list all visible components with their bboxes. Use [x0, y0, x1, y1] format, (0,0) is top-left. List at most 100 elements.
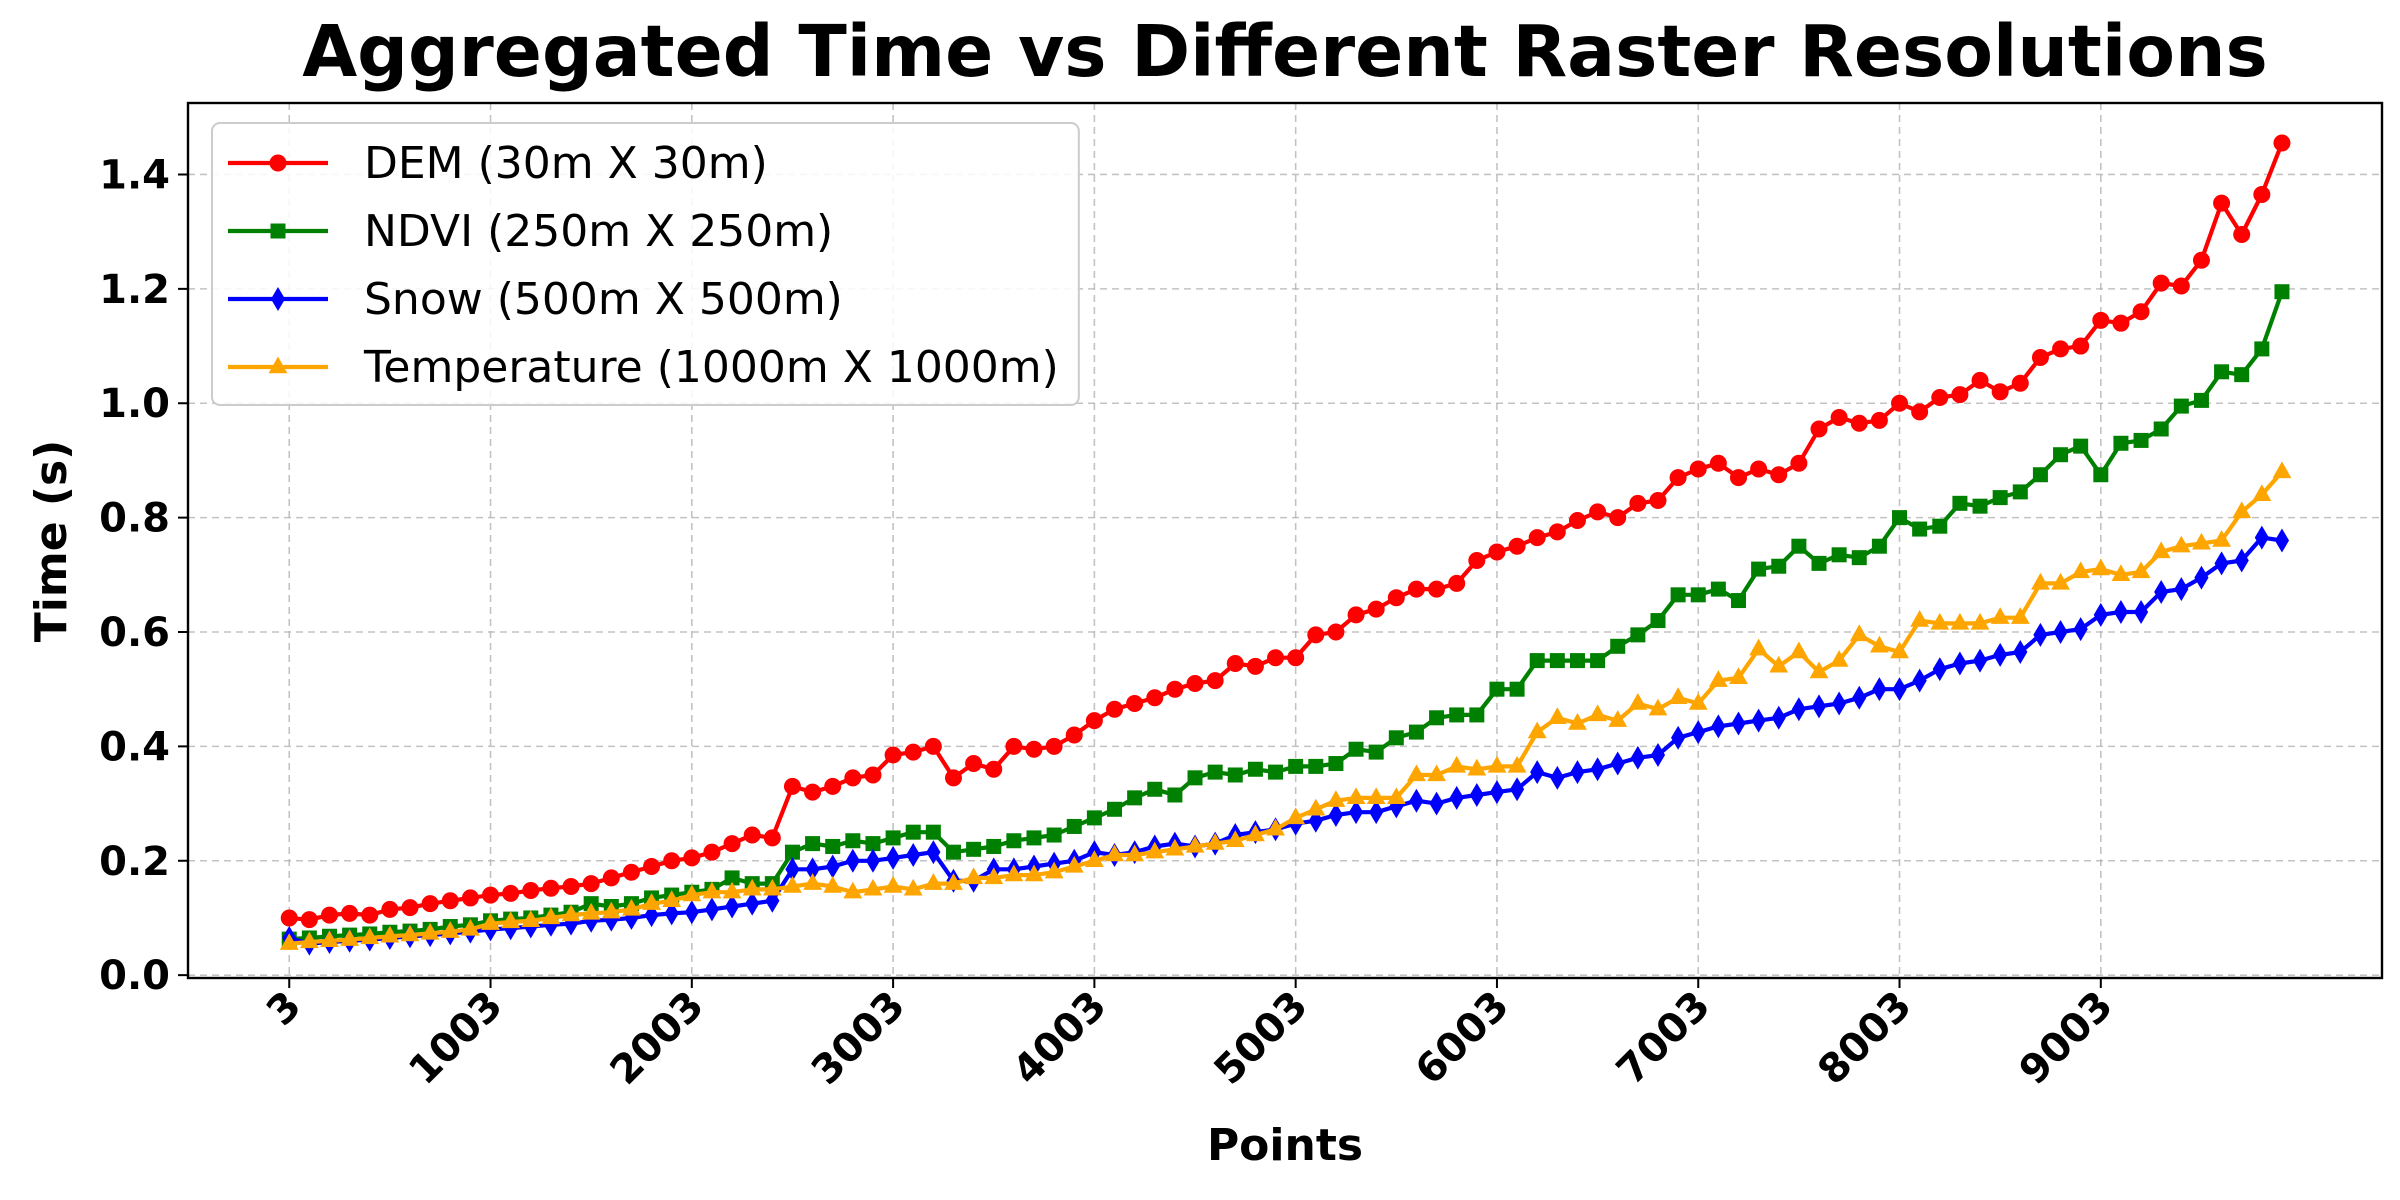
data-point [1347, 606, 1365, 624]
data-point [601, 901, 621, 919]
data-point [662, 890, 682, 907]
data-point [2112, 314, 2130, 332]
data-point [622, 898, 641, 916]
data-point [2113, 600, 2129, 624]
data-point [2132, 303, 2150, 321]
data-point [883, 875, 903, 893]
data-point [1729, 667, 1748, 684]
data-point [1609, 509, 1627, 527]
data-point [1507, 755, 1527, 773]
data-point [1568, 511, 1586, 529]
data-point [1346, 787, 1366, 805]
data-point [1910, 610, 1930, 627]
data-point [1930, 612, 1950, 630]
data-point [1610, 751, 1625, 776]
series-line [289, 291, 2284, 942]
data-point [2154, 579, 2169, 604]
series-line [288, 535, 2283, 946]
data-point [1246, 824, 1265, 842]
data-point [441, 892, 459, 910]
data-point [2254, 341, 2270, 357]
data-point [1729, 469, 1747, 487]
data-point [1306, 798, 1326, 816]
data-point [1328, 803, 1344, 827]
data-point [1225, 830, 1245, 847]
data-point [884, 746, 902, 764]
data-point [1006, 833, 1022, 849]
data-point [1771, 705, 1786, 730]
data-point [1508, 537, 1526, 555]
data-point [864, 766, 882, 784]
data-point [400, 924, 420, 942]
data-point [2073, 438, 2089, 454]
data-point [1529, 653, 1545, 669]
data-point [1427, 764, 1446, 782]
data-point [1447, 755, 1467, 773]
data-point [944, 873, 963, 890]
data-point [1972, 648, 1988, 673]
data-point [1206, 672, 1224, 690]
data-point [582, 875, 600, 893]
data-point [906, 843, 921, 868]
data-point [823, 875, 843, 893]
data-point [965, 755, 983, 773]
data-point [1830, 409, 1848, 427]
data-point [562, 877, 580, 895]
data-point [1246, 657, 1264, 675]
data-point [440, 921, 460, 938]
data-point [2212, 529, 2231, 547]
data-point [2172, 277, 2190, 295]
data-point [361, 906, 379, 924]
data-point [845, 848, 860, 873]
data-point [743, 826, 761, 844]
data-point [824, 777, 842, 795]
series-line [289, 470, 2284, 946]
data-point [1851, 550, 1867, 566]
data-point [1990, 607, 2010, 624]
data-point [1307, 626, 1325, 644]
data-point [1044, 861, 1064, 879]
data-point [1267, 649, 1285, 667]
data-point [1790, 454, 1808, 472]
data-point [1650, 613, 1666, 629]
data-point [321, 906, 339, 924]
data-point [1548, 523, 1566, 541]
data-point [268, 356, 288, 374]
data-point [1469, 707, 1485, 723]
data-point [1287, 649, 1305, 667]
data-point [1449, 785, 1464, 810]
data-point [825, 838, 841, 854]
y-tick-label: 0.4 [99, 724, 170, 770]
data-point [1487, 755, 1507, 773]
data-point [1570, 760, 1585, 785]
data-point [1590, 757, 1605, 782]
data-point [1005, 737, 1023, 755]
data-point [1950, 612, 1970, 630]
data-point [1326, 790, 1346, 807]
data-point [2233, 226, 2251, 244]
data-point [1489, 681, 1505, 697]
data-point [401, 899, 419, 917]
data-point [865, 836, 881, 852]
legend-label: Temperature (1000m X 1000m) [363, 342, 1059, 393]
data-point [1730, 593, 1746, 609]
data-point [270, 223, 286, 239]
data-point [1550, 765, 1565, 790]
data-point [903, 878, 923, 896]
data-point [360, 927, 380, 945]
data-point [2174, 577, 2189, 602]
y-tick-label: 1.0 [99, 381, 170, 427]
data-point [1789, 641, 1809, 659]
data-point [2274, 528, 2290, 553]
data-point [986, 838, 1002, 854]
data-point [1850, 414, 1868, 432]
data-point [1810, 420, 1828, 438]
data-point [742, 878, 762, 896]
data-point [2151, 541, 2171, 559]
data-point [2113, 435, 2129, 451]
data-point [1084, 850, 1104, 867]
legend-item: Snow (500m X 500m) [228, 274, 843, 325]
data-point [1871, 538, 1887, 554]
data-point [1688, 692, 1708, 710]
data-point [1065, 726, 1083, 744]
